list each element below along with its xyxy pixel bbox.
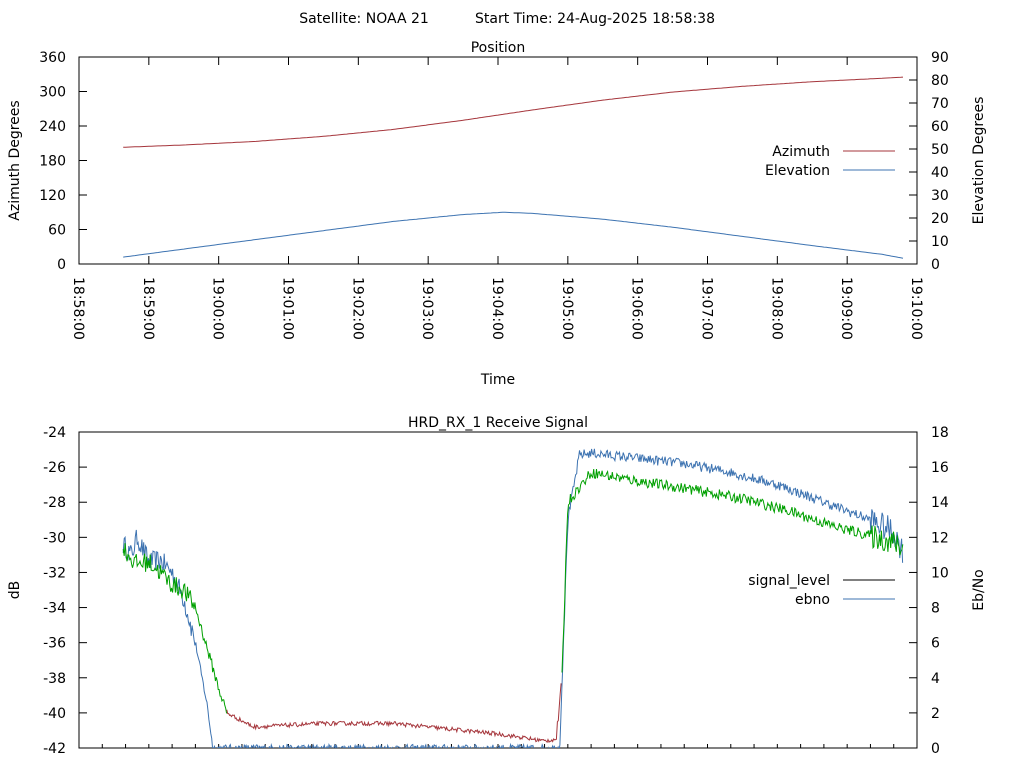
x-tick-label: 18:58:00 xyxy=(70,277,86,340)
x-axis-label: Time xyxy=(480,372,515,388)
y2-tick-label: 10 xyxy=(931,234,949,250)
chart-title: HRD_RX_1 Receive Signal xyxy=(408,415,588,431)
series-line-signal-level-early xyxy=(122,543,228,714)
series-line-ebno xyxy=(122,448,904,748)
legend-label-signal_level: signal_level xyxy=(748,573,830,589)
y-tick-label: -32 xyxy=(43,565,66,581)
y2-tick-label: 10 xyxy=(931,565,949,581)
receive-signal-chart: HRD_RX_1 Receive Signal -42 -40 -38 -36 -34 -3… xyxy=(7,415,987,757)
y2-tick-label: 0 xyxy=(931,257,940,273)
y-axis-label: dB xyxy=(7,581,23,600)
y-tick-label: -24 xyxy=(43,425,66,441)
y-tick-label: -34 xyxy=(43,601,66,617)
y-tick-label: 120 xyxy=(39,188,66,204)
series-line-signal-level-late xyxy=(561,468,904,673)
y-tick-label: 180 xyxy=(39,154,66,170)
y2-tick-label: 40 xyxy=(931,165,949,181)
y-tick-label: 60 xyxy=(48,223,66,239)
y-tick-label: 360 xyxy=(39,50,66,66)
legend-label-elevation: Elevation xyxy=(765,163,830,179)
y2-tick-label: 2 xyxy=(931,706,940,722)
chart-title: Position xyxy=(471,40,526,56)
legend-label-ebno: ebno xyxy=(795,592,830,608)
y2-tick-label: 14 xyxy=(931,495,949,511)
x-tick-label: 19:08:00 xyxy=(768,277,784,340)
y-tick-label: -38 xyxy=(43,671,66,687)
x-tick-label: 19:00:00 xyxy=(210,277,226,340)
y2-tick-label: 90 xyxy=(931,50,949,66)
y2-tick-label: 8 xyxy=(931,601,940,617)
x-tick-label: 19:05:00 xyxy=(559,277,575,340)
position-chart: Position 0 60 120 180 240 300 360 0 10 20 30 40 50 60 7… xyxy=(7,40,987,388)
satellite-label: Satellite: NOAA 21 xyxy=(299,11,429,27)
y-tick-label: -42 xyxy=(43,741,66,757)
x-tick-label: 19:09:00 xyxy=(838,277,854,340)
y2-tick-label: 16 xyxy=(931,460,949,476)
y-tick-label: -28 xyxy=(43,495,66,511)
x-tick-label: 19:01:00 xyxy=(280,277,296,340)
y2-tick-label: 6 xyxy=(931,636,940,652)
x-tick-label: 19:04:00 xyxy=(489,277,505,340)
y2-tick-label: 4 xyxy=(931,671,940,687)
plot-frame xyxy=(78,431,918,749)
x-tick-label: 19:03:00 xyxy=(419,277,435,340)
y-tick-label: -40 xyxy=(43,706,66,722)
x-tick-label: 19:06:00 xyxy=(629,277,645,340)
y-axis-label: Azimuth Degrees xyxy=(7,100,23,220)
legend-label-azimuth: Azimuth xyxy=(772,144,830,160)
plot-frame xyxy=(78,56,918,265)
y2-tick-label: 30 xyxy=(931,188,949,204)
y2-tick-label: 0 xyxy=(931,741,940,757)
start-time-label: Start Time: 24-Aug-2025 18:58:38 xyxy=(475,11,715,27)
series-line-signal-level-floor xyxy=(226,683,562,744)
series-line-azimuth xyxy=(123,76,904,148)
y-tick-label: 300 xyxy=(39,85,66,101)
x-tick-label: 18:59:00 xyxy=(140,277,156,340)
y2-axis-label: Eb/No xyxy=(971,569,987,611)
y2-tick-label: 50 xyxy=(931,142,949,158)
y-tick-label: -30 xyxy=(43,530,66,546)
x-tick-label: 19:10:00 xyxy=(908,277,924,340)
y2-tick-label: 18 xyxy=(931,425,949,441)
y2-tick-label: 20 xyxy=(931,211,949,227)
series-line-elevation xyxy=(123,211,904,259)
y-tick-label: -36 xyxy=(43,636,66,652)
y2-tick-label: 70 xyxy=(931,96,949,112)
x-tick-label: 19:02:00 xyxy=(349,277,365,340)
y-tick-label: 0 xyxy=(57,257,66,273)
y2-tick-label: 80 xyxy=(931,73,949,89)
y2-tick-label: 12 xyxy=(931,530,949,546)
x-tick-label: 19:07:00 xyxy=(699,277,715,340)
y-tick-label: 240 xyxy=(39,119,66,135)
y2-axis-label: Elevation Degrees xyxy=(971,97,987,225)
y2-tick-label: 60 xyxy=(931,119,949,135)
y-tick-label: -26 xyxy=(43,460,66,476)
